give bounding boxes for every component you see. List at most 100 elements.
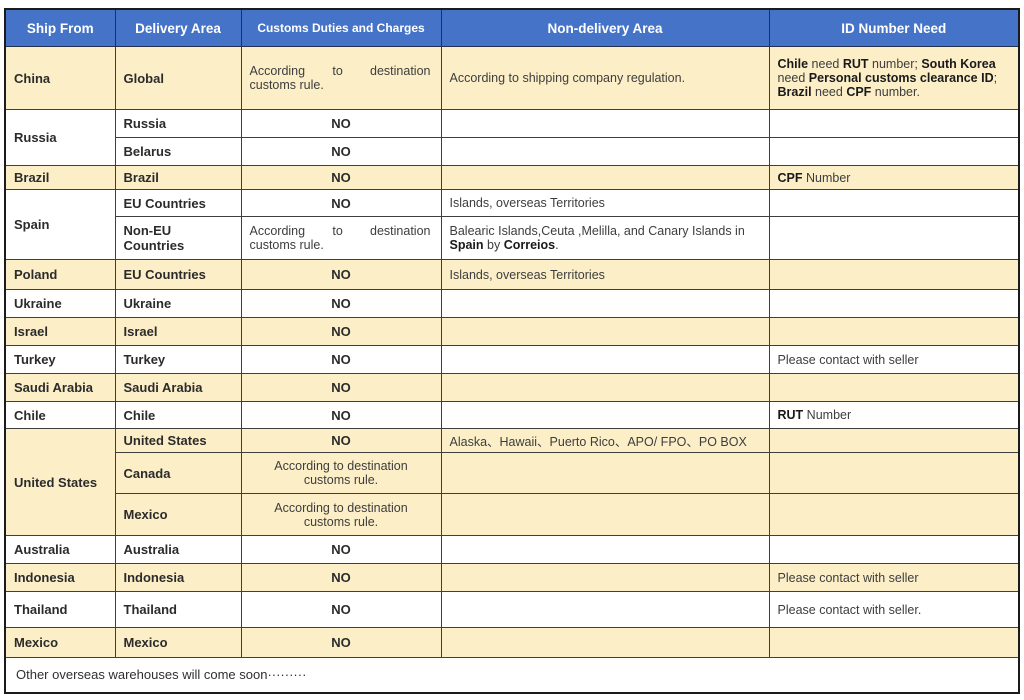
non-delivery-area-cell xyxy=(440,109,770,138)
delivery-area-cell: Global xyxy=(114,46,242,110)
ship-from-cell: Saudi Arabia xyxy=(4,373,116,402)
customs-duties-cell: NO xyxy=(240,373,442,402)
table-row: Other overseas warehouses will come soon… xyxy=(4,657,1020,693)
table-row: Canada According to destination customs ru… xyxy=(5,452,1020,494)
delivery-area-cell: EU Countries xyxy=(114,259,242,290)
customs-duties-cell: According to destination customs rule. xyxy=(240,46,442,110)
non-delivery-area-cell xyxy=(440,535,770,564)
id-number-need-cell xyxy=(768,493,1020,536)
id-number-need-cell xyxy=(768,317,1020,346)
ship-from-cell: Other overseas warehouses will come soon… xyxy=(4,657,1020,693)
ship-from-cell: Indonesia xyxy=(4,563,116,592)
customs-duties-cell: NO xyxy=(240,401,442,429)
table-row: Saudi Arabia Saudi Arabia NO xyxy=(4,373,1020,402)
ship-from-cell: China xyxy=(4,46,116,110)
id-number-need-cell xyxy=(768,373,1020,402)
delivery-area-cell: Turkey xyxy=(114,345,242,374)
table-row: Mexico According to destination customs ru… xyxy=(5,493,1020,536)
column-header-delivery-area: Delivery Area xyxy=(114,8,242,47)
ship-from-cell: Chile xyxy=(4,401,116,429)
non-delivery-area-cell xyxy=(440,165,770,190)
delivery-area-cell: Indonesia xyxy=(114,563,242,592)
non-delivery-area-cell: Islands, overseas Territories xyxy=(440,259,770,290)
id-number-need-cell: Please contact with seller xyxy=(768,563,1020,592)
delivery-area-cell: Canada xyxy=(114,452,242,494)
ship-from-cell: Spain xyxy=(4,189,116,260)
customs-duties-cell: NO xyxy=(240,428,442,453)
table-row: Spain EU Countries NO Islands, overseas Ter… xyxy=(4,189,1020,260)
non-delivery-area-cell: Alaska、Hawaii、Puerto Rico、APO/ FPO、PO BO… xyxy=(440,428,770,453)
non-delivery-area-cell xyxy=(440,289,770,318)
table-row: Australia Australia NO xyxy=(4,535,1020,564)
id-number-need-cell xyxy=(768,289,1020,318)
id-number-need-cell xyxy=(768,428,1020,453)
id-number-need-cell xyxy=(768,216,1020,260)
customs-duties-cell: NO xyxy=(240,165,442,190)
table-row: Thailand Thailand NO Please contact with se… xyxy=(4,591,1020,628)
id-number-need-cell xyxy=(768,189,1020,217)
table-row: Mexico Mexico NO xyxy=(4,627,1020,658)
delivery-area-cell: EU Countries xyxy=(114,189,242,217)
non-delivery-area-cell xyxy=(440,591,770,628)
table-row: Turkey Turkey NO Please contact with seller xyxy=(4,345,1020,374)
ship-from-cell: United States xyxy=(4,428,116,536)
table-row: Indonesia Indonesia NO Please contact with … xyxy=(4,563,1020,592)
id-number-need-cell xyxy=(768,109,1020,138)
id-number-need-cell: Please contact with seller. xyxy=(768,591,1020,628)
customs-duties-cell: NO xyxy=(240,627,442,658)
customs-duties-cell: NO xyxy=(240,137,442,166)
table-body: China Global According to destination customs… xyxy=(4,46,1020,693)
column-header-id-number-need: ID Number Need xyxy=(768,8,1020,47)
customs-duties-cell: According to destination customs rule. xyxy=(240,452,442,494)
id-number-need-cell xyxy=(768,452,1020,494)
delivery-area-cell: Brazil xyxy=(114,165,242,190)
delivery-area-cell: United States xyxy=(114,428,242,453)
id-number-need-cell xyxy=(768,137,1020,166)
delivery-area-cell: Saudi Arabia xyxy=(114,373,242,402)
delivery-area-cell: Ukraine xyxy=(114,289,242,318)
table-row: China Global According to destination customs… xyxy=(4,46,1020,110)
customs-duties-cell: NO xyxy=(240,189,442,217)
non-delivery-area-cell: Balearic Islands,Ceuta ,Melilla, and Can… xyxy=(440,216,770,260)
delivery-area-cell: Thailand xyxy=(114,591,242,628)
customs-duties-cell: NO xyxy=(240,535,442,564)
delivery-area-cell: Israel xyxy=(114,317,242,346)
customs-duties-cell: According to destination customs rule. xyxy=(240,216,442,260)
id-number-need-cell: Please contact with seller xyxy=(768,345,1020,374)
table-row: Russia Russia NO xyxy=(4,109,1020,166)
header-row: Ship From Delivery Area Customs Duties and… xyxy=(4,8,1020,47)
customs-duties-cell: NO xyxy=(240,317,442,346)
ship-from-cell: Israel xyxy=(4,317,116,346)
id-number-need-cell: RUT Number xyxy=(768,401,1020,429)
column-header-customs-duties: Customs Duties and Charges xyxy=(240,8,442,47)
delivery-area-cell: Australia xyxy=(114,535,242,564)
column-header-non-delivery-area: Non-delivery Area xyxy=(440,8,770,47)
table-row: Brazil Brazil NO CPF Number xyxy=(4,165,1020,190)
column-header-ship-from: Ship From xyxy=(4,8,116,47)
customs-duties-cell: NO xyxy=(240,289,442,318)
non-delivery-area-cell xyxy=(440,345,770,374)
table-row: Poland EU Countries NO Islands, overseas Te… xyxy=(4,259,1020,290)
customs-duties-cell: NO xyxy=(240,109,442,138)
table-header: Ship From Delivery Area Customs Duties and… xyxy=(4,8,1020,47)
delivery-area-cell: Chile xyxy=(114,401,242,429)
id-number-need-cell: CPF Number xyxy=(768,165,1020,190)
ship-from-cell: Turkey xyxy=(4,345,116,374)
non-delivery-area-cell xyxy=(440,563,770,592)
id-number-need-cell xyxy=(768,627,1020,658)
id-number-need-cell xyxy=(768,535,1020,564)
delivery-area-cell: Russia xyxy=(114,109,242,138)
id-number-need-cell xyxy=(768,259,1020,290)
ship-from-cell: Brazil xyxy=(4,165,116,190)
non-delivery-area-cell xyxy=(440,317,770,346)
ship-from-cell: Australia xyxy=(4,535,116,564)
shipping-table: Ship From Delivery Area Customs Duties and… xyxy=(4,8,1020,694)
id-number-need-cell: Chile need RUT number; South Korea need … xyxy=(768,46,1020,110)
delivery-area-cell: Non-EU Countries xyxy=(114,216,242,260)
non-delivery-area-cell: According to shipping company regulation… xyxy=(440,46,770,110)
non-delivery-area-cell xyxy=(440,401,770,429)
non-delivery-area-cell xyxy=(440,627,770,658)
non-delivery-area-cell xyxy=(440,493,770,536)
table-row: Ukraine Ukraine NO xyxy=(4,289,1020,318)
ship-from-cell: Mexico xyxy=(4,627,116,658)
